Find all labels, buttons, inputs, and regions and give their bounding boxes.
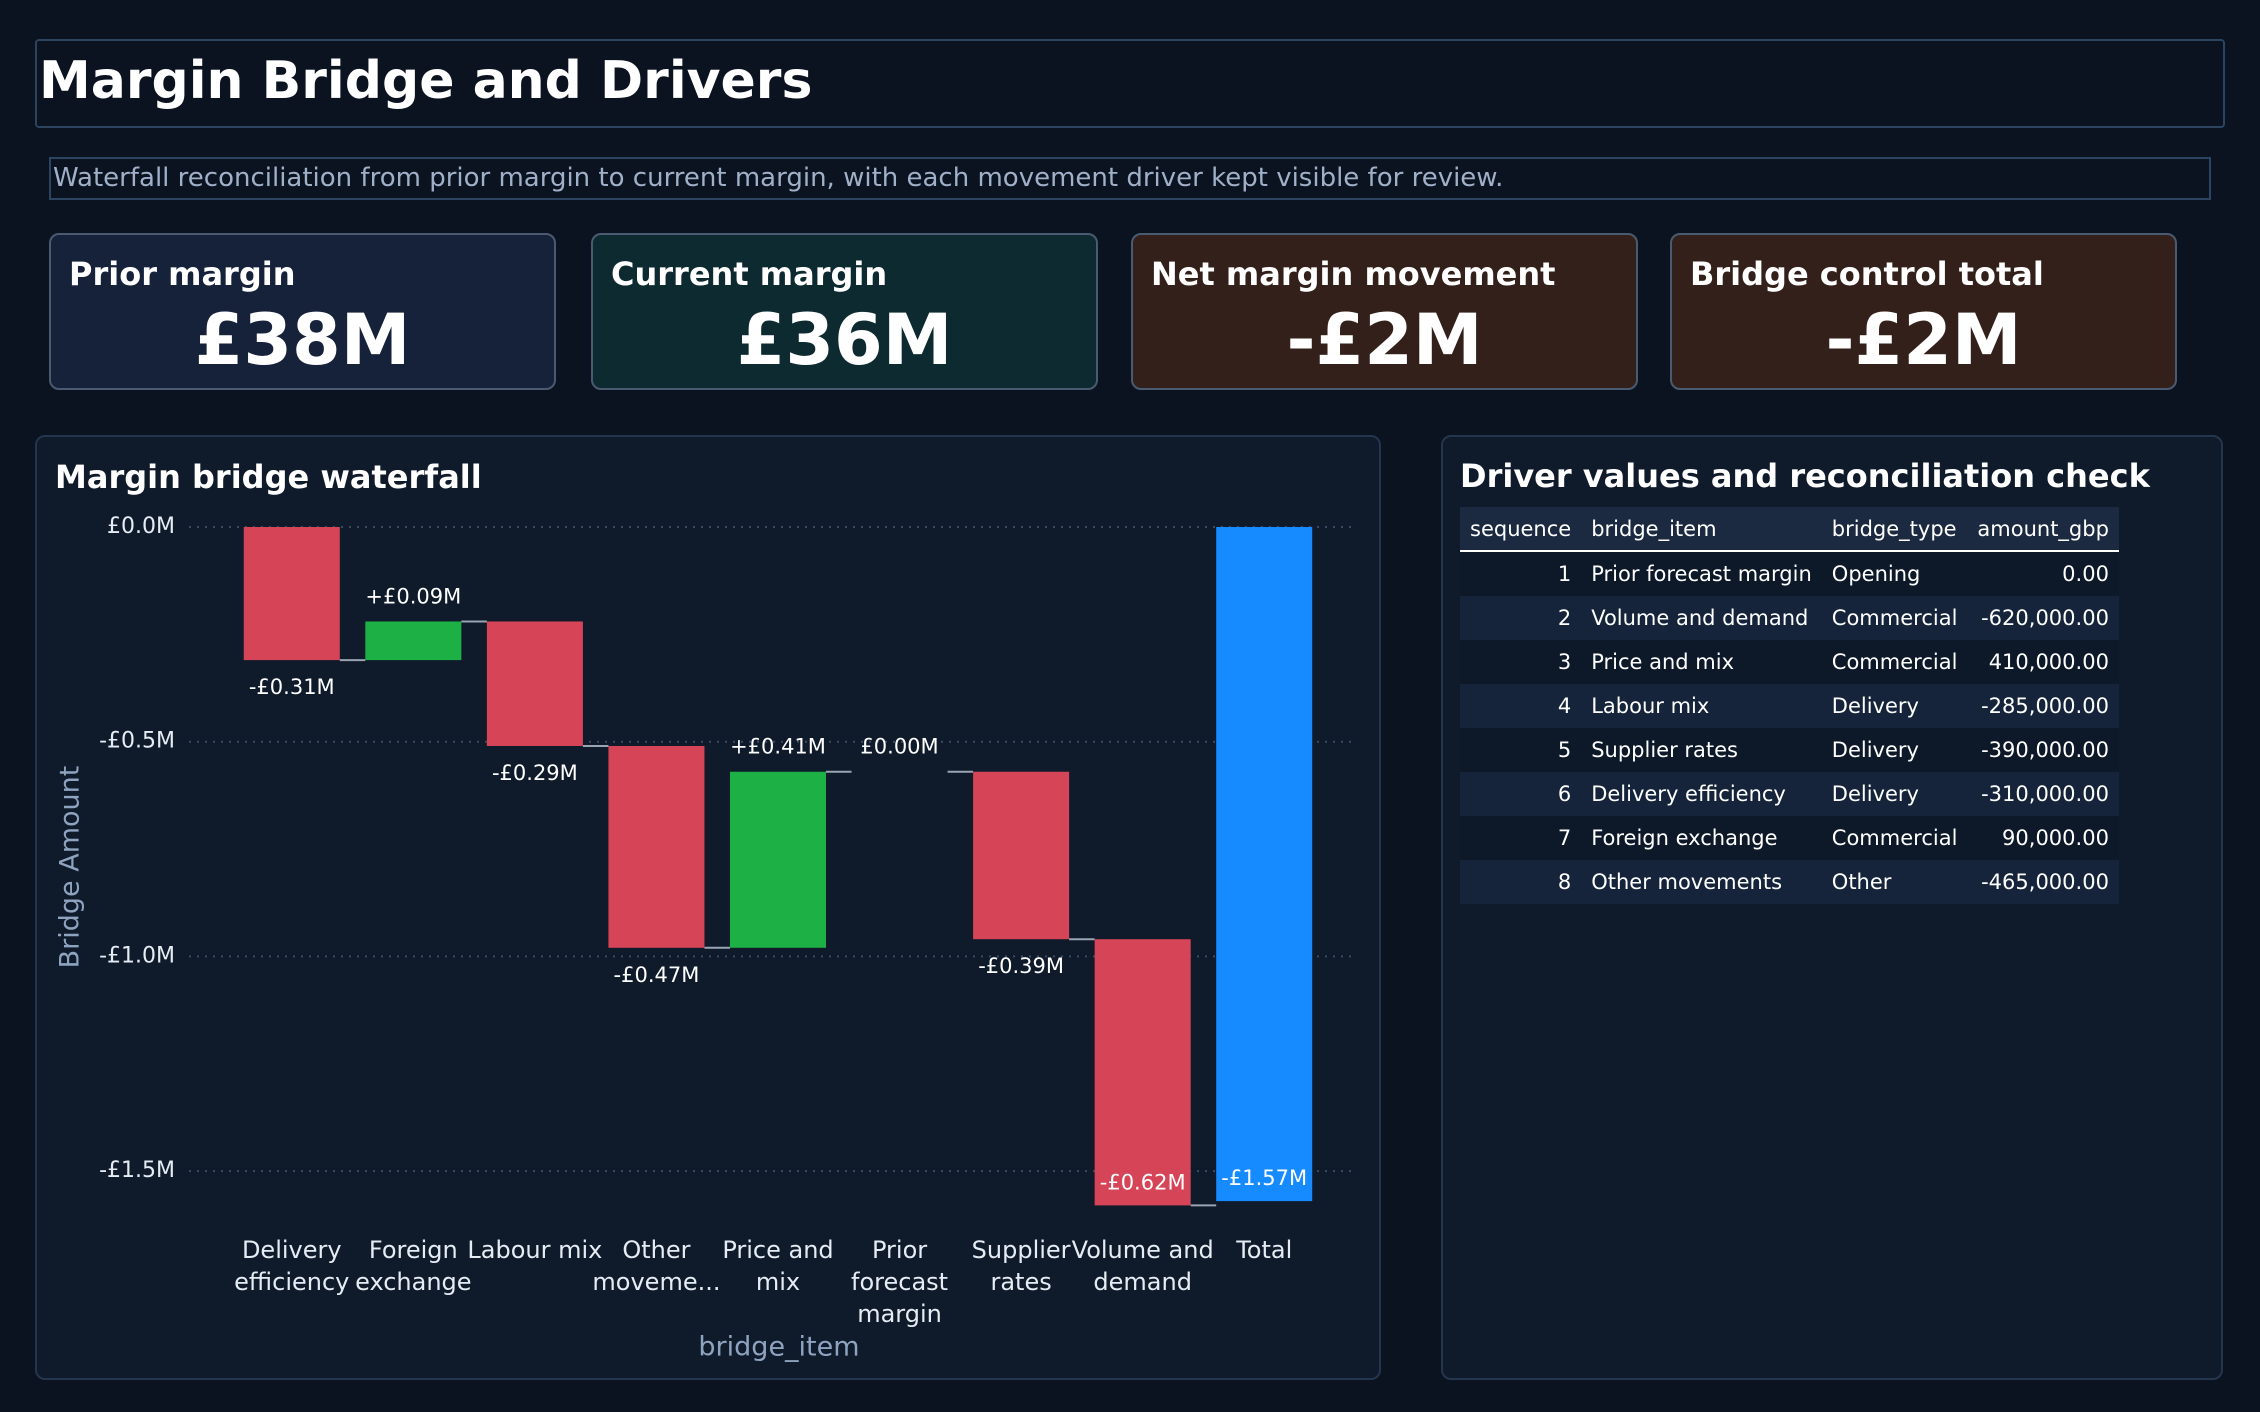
data-label: -£1.57M xyxy=(1221,1166,1307,1190)
table-cell: Volume and demand xyxy=(1581,596,1822,640)
kpi-card: Net margin movement -£2M xyxy=(1131,233,1638,390)
kpi-value: -£2M xyxy=(1286,299,1483,381)
y-tick-label: -£1.0M xyxy=(99,943,175,968)
table-cell: Other xyxy=(1821,860,1968,904)
bar xyxy=(1216,527,1313,1202)
bar xyxy=(608,745,705,948)
data-label: -£0.39M xyxy=(978,954,1064,978)
table-cell: -620,000.00 xyxy=(1967,596,2119,640)
table-cell: 1 xyxy=(1460,551,1582,596)
table-cell: Delivery xyxy=(1821,684,1968,728)
bar xyxy=(365,621,462,661)
data-label: +£0.09M xyxy=(365,584,461,608)
data-label: -£0.31M xyxy=(249,675,335,699)
table-title: Driver values and reconciliation check xyxy=(1460,457,2150,495)
kpi-card: Prior margin £38M xyxy=(49,233,556,390)
table-row: 2 Volume and demand Commercial -620,000.00 xyxy=(1460,596,2119,640)
kpi-label: Current margin xyxy=(611,255,888,293)
table-cell: 3 xyxy=(1460,640,1582,684)
table-row: 8 Other movements Other -465,000.00 xyxy=(1460,860,2119,904)
table-cell: 6 xyxy=(1460,772,1582,816)
table-cell: -285,000.00 xyxy=(1967,684,2119,728)
table-cell: Other movements xyxy=(1581,860,1822,904)
table-cell: Labour mix xyxy=(1581,684,1822,728)
y-tick-label: -£0.5M xyxy=(99,729,175,754)
table-cell: 0.00 xyxy=(1967,551,2119,596)
table-row: 7 Foreign exchange Commercial 90,000.00 xyxy=(1460,816,2119,860)
bar xyxy=(729,771,827,948)
chart: Margin bridge waterfall bridge_item Brid… xyxy=(55,458,1355,1363)
x-tick-label: Total xyxy=(1235,1236,1292,1264)
table-cell: -310,000.00 xyxy=(1967,772,2119,816)
data-label: -£0.29M xyxy=(492,761,578,785)
table-row: 1 Prior forecast margin Opening 0.00 xyxy=(1460,551,2119,596)
driver-table: sequence bridge_item bridge_type amount_gbp… xyxy=(1460,507,2119,904)
data-label: £0.00M xyxy=(860,735,938,759)
x-tick-label: Delivery efficiency xyxy=(234,1236,349,1296)
x-tick-label: Foreign exchange xyxy=(355,1236,471,1296)
data-label: -£0.62M xyxy=(1100,1170,1186,1194)
x-tick-label: Prior forecast margin xyxy=(851,1236,948,1328)
table-cell: Commercial xyxy=(1821,640,1968,684)
table-cell: Foreign exchange xyxy=(1581,816,1822,860)
table-cell: Supplier rates xyxy=(1581,728,1822,772)
table-cell: Opening xyxy=(1821,551,1968,596)
x-tick-label: Price and mix xyxy=(722,1236,833,1296)
kpi-card: Bridge control total -£2M xyxy=(1670,233,2177,390)
table-cell: Commercial xyxy=(1821,596,1968,640)
kpi-card: Current margin £36M xyxy=(591,233,1098,390)
data-label: +£0.41M xyxy=(730,735,826,759)
y-axis-title: Bridge Amount xyxy=(55,766,86,969)
header: Margin Bridge and Drivers xyxy=(35,39,2225,128)
kpi-label: Net margin movement xyxy=(1151,255,1556,293)
table-cell: 5 xyxy=(1460,728,1582,772)
table-panel: Driver values and reconciliation check s… xyxy=(1441,435,2223,1380)
table-cell: Prior forecast margin xyxy=(1581,551,1822,596)
subtitle: Waterfall reconciliation from prior marg… xyxy=(49,157,2211,200)
x-tick-label: Supplier rates xyxy=(972,1236,1071,1296)
x-tick-label: Labour mix xyxy=(467,1236,602,1264)
bar xyxy=(973,771,1070,940)
kpi-value: £38M xyxy=(194,299,411,381)
y-tick-label: -£1.5M xyxy=(99,1158,175,1183)
table-row: 5 Supplier rates Delivery -390,000.00 xyxy=(1460,728,2119,772)
column-header: bridge_type xyxy=(1821,507,1968,552)
table-cell: 4 xyxy=(1460,684,1582,728)
column-header: amount_gbp xyxy=(1967,507,2119,552)
x-tick-label: Other moveme... xyxy=(592,1236,720,1296)
kpi-label: Bridge control total xyxy=(1690,255,2044,293)
table-cell: 7 xyxy=(1460,816,1582,860)
table-cell: -465,000.00 xyxy=(1967,860,2119,904)
y-tick-label: £0.0M xyxy=(107,514,175,539)
bar xyxy=(1094,939,1191,1206)
table-row: 6 Delivery efficiency Delivery -310,000.00 xyxy=(1460,772,2119,816)
column-header: sequence xyxy=(1460,507,1582,552)
kpi-value: -£2M xyxy=(1825,299,2022,381)
table-cell: 90,000.00 xyxy=(1967,816,2119,860)
table-cell: Delivery xyxy=(1821,772,1968,816)
bar xyxy=(243,527,340,661)
table-cell: Delivery efficiency xyxy=(1581,772,1822,816)
chart-title: Margin bridge waterfall xyxy=(55,458,482,496)
kpi-label: Prior margin xyxy=(69,255,296,293)
table-cell: Price and mix xyxy=(1581,640,1822,684)
x-tick-label: Volume and demand xyxy=(1072,1236,1214,1296)
x-axis-title: bridge_item xyxy=(698,1332,859,1363)
chart-panel: Margin bridge waterfall bridge_item Brid… xyxy=(35,435,1381,1380)
table-header: sequence bridge_item bridge_type amount_gbp xyxy=(1460,507,2119,552)
table-cell: -390,000.00 xyxy=(1967,728,2119,772)
table-cell: 8 xyxy=(1460,860,1582,904)
column-header: bridge_item xyxy=(1581,507,1822,552)
table-row: 3 Price and mix Commercial 410,000.00 xyxy=(1460,640,2119,684)
table-row: 4 Labour mix Delivery -285,000.00 xyxy=(1460,684,2119,728)
kpi-value: £36M xyxy=(736,299,953,381)
table-cell: 2 xyxy=(1460,596,1582,640)
page-title: Margin Bridge and Drivers xyxy=(39,51,813,111)
table-cell: 410,000.00 xyxy=(1967,640,2119,684)
table-cell: Commercial xyxy=(1821,816,1968,860)
table-cell: Delivery xyxy=(1821,728,1968,772)
bar xyxy=(486,621,583,746)
data-label: -£0.47M xyxy=(614,963,700,987)
